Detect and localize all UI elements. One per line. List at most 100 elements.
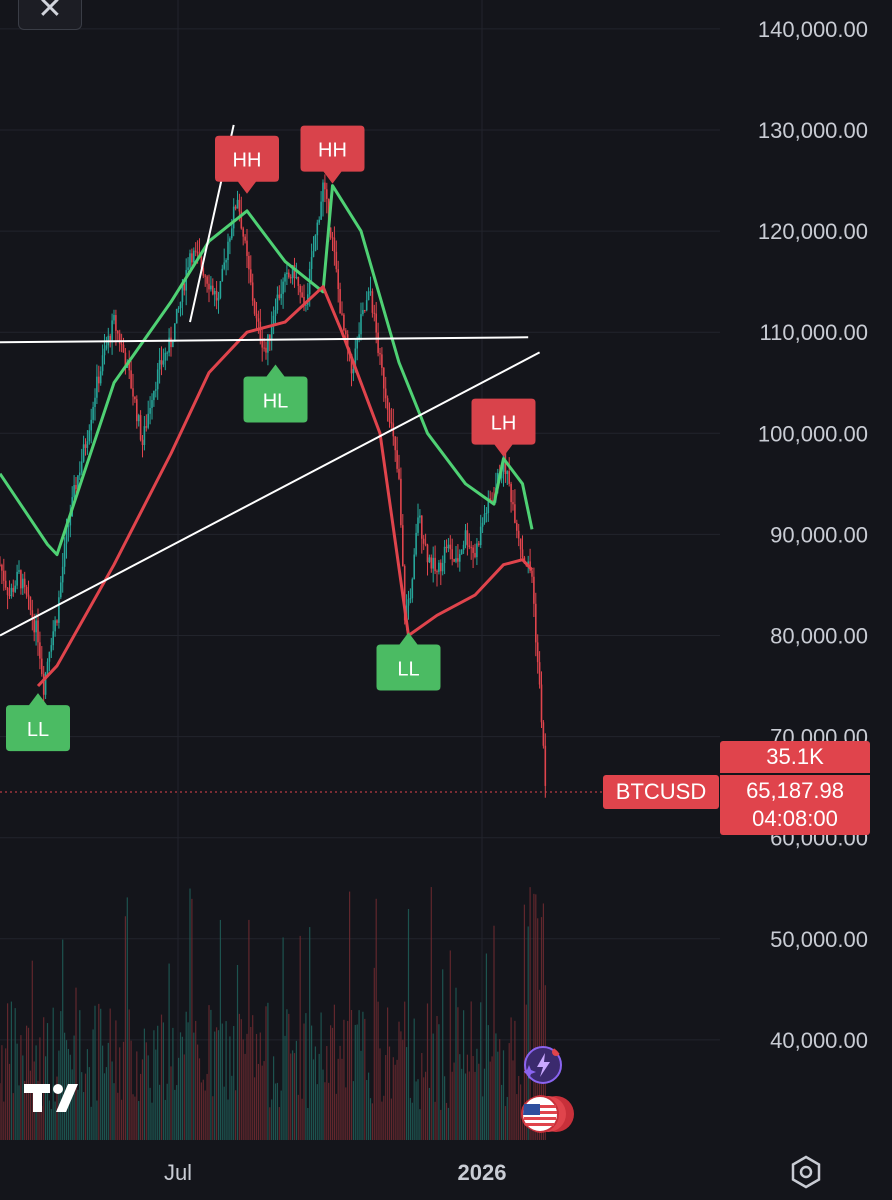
volume-bar	[440, 1109, 442, 1140]
candle-body	[457, 558, 459, 562]
candle-body	[424, 543, 427, 545]
volume-bar	[523, 904, 525, 1140]
volume-bar	[271, 1099, 273, 1140]
chart-grid	[0, 0, 720, 1140]
candle-body	[189, 253, 191, 268]
candle-body	[312, 251, 315, 258]
volume-bar	[233, 1026, 235, 1140]
settings-hexagon-icon[interactable]	[788, 1154, 824, 1190]
volume-bar	[8, 1063, 11, 1140]
close-button[interactable]: ✕	[18, 0, 82, 30]
candle-body	[200, 256, 203, 268]
candle-body	[33, 619, 35, 633]
candle-body	[234, 206, 237, 209]
candle-body	[267, 334, 269, 353]
volume-bar	[295, 1040, 297, 1140]
swing-marker-ll: LL	[6, 693, 70, 752]
volume-bar	[375, 898, 377, 1140]
volume-bar	[491, 1056, 493, 1140]
candle-body	[52, 631, 54, 646]
marker-shape	[300, 125, 365, 184]
candle-body	[223, 262, 225, 269]
candle-body	[155, 389, 157, 391]
marker-shape	[243, 364, 308, 423]
volume-bar	[392, 1057, 394, 1140]
candle-body	[99, 371, 102, 384]
candle-body	[540, 684, 543, 723]
volume-bar	[463, 1010, 465, 1140]
candle-body	[248, 255, 250, 270]
candle-body	[362, 310, 364, 315]
candle-body	[379, 352, 381, 355]
candle-body	[468, 545, 471, 548]
volume-bar	[160, 1014, 163, 1140]
volume-bar	[301, 1098, 303, 1140]
volume-bar	[495, 1033, 497, 1140]
candle-body	[274, 310, 277, 316]
candle-body	[113, 315, 115, 321]
candle-body	[217, 297, 220, 301]
symbol-label: BTCUSD	[603, 775, 719, 809]
candle-body	[236, 199, 239, 209]
price-axis[interactable]: 140,000.00 130,000.00 120,000.00 110,000.00…	[758, 17, 868, 1053]
candle-body	[388, 409, 391, 423]
volume-bar	[533, 893, 535, 1140]
volume-bar	[178, 1057, 180, 1140]
candle-body	[82, 444, 85, 462]
volume-bar	[22, 1055, 24, 1140]
volume-bar	[362, 1011, 364, 1140]
volume-bar	[508, 1043, 510, 1140]
candle-body	[322, 182, 324, 202]
volume-bar	[373, 967, 375, 1140]
volume-bar	[470, 1001, 472, 1140]
candle-body	[151, 400, 153, 408]
volume-bar	[24, 1080, 26, 1140]
volume-bar	[540, 917, 543, 1140]
volume-bar	[98, 1003, 100, 1140]
candle-body	[120, 343, 123, 345]
candle-body	[86, 441, 89, 448]
volume-bar	[415, 1081, 417, 1140]
candle-body	[278, 294, 281, 299]
ai-assistant-icon[interactable]	[523, 1045, 563, 1085]
us-flag-icon[interactable]	[520, 1094, 576, 1134]
candle-body	[46, 661, 49, 673]
candle-body	[318, 219, 320, 223]
candle-body	[118, 333, 121, 344]
candle-body	[517, 530, 520, 539]
candle-body	[139, 415, 142, 440]
candle-body	[343, 314, 345, 331]
volume-bar	[459, 1054, 461, 1140]
candle-body	[257, 318, 260, 322]
candle-body	[269, 334, 271, 340]
candle-body	[204, 275, 206, 277]
candle-body	[402, 525, 404, 567]
volume-bar	[305, 1013, 307, 1140]
volume-bar	[10, 1001, 12, 1140]
candle-body	[358, 334, 360, 339]
time-axis[interactable]: Jul 2026	[164, 1160, 507, 1185]
candle-body	[474, 553, 476, 558]
volume-bar	[506, 1096, 508, 1140]
candle-body	[4, 580, 7, 588]
volume-bar	[331, 1027, 334, 1140]
volume-bar	[273, 1056, 275, 1140]
volume-bar	[449, 950, 451, 1140]
volume-bar	[423, 1077, 425, 1140]
volume-bar	[396, 1059, 398, 1140]
candle-body	[289, 277, 292, 279]
volume-bar	[419, 1109, 421, 1140]
candle-body	[16, 571, 18, 586]
candle-body	[229, 238, 231, 242]
candle-body	[166, 352, 168, 354]
volume-bar	[138, 1101, 140, 1140]
volume-bar	[502, 1050, 505, 1140]
candle-body	[367, 291, 370, 301]
candle-body	[291, 265, 294, 279]
volume-bar	[430, 887, 432, 1140]
volume-bar	[145, 1042, 147, 1140]
volume-bar	[254, 1077, 256, 1140]
volume-bar	[115, 1020, 117, 1140]
marker-label: HH	[233, 150, 262, 172]
